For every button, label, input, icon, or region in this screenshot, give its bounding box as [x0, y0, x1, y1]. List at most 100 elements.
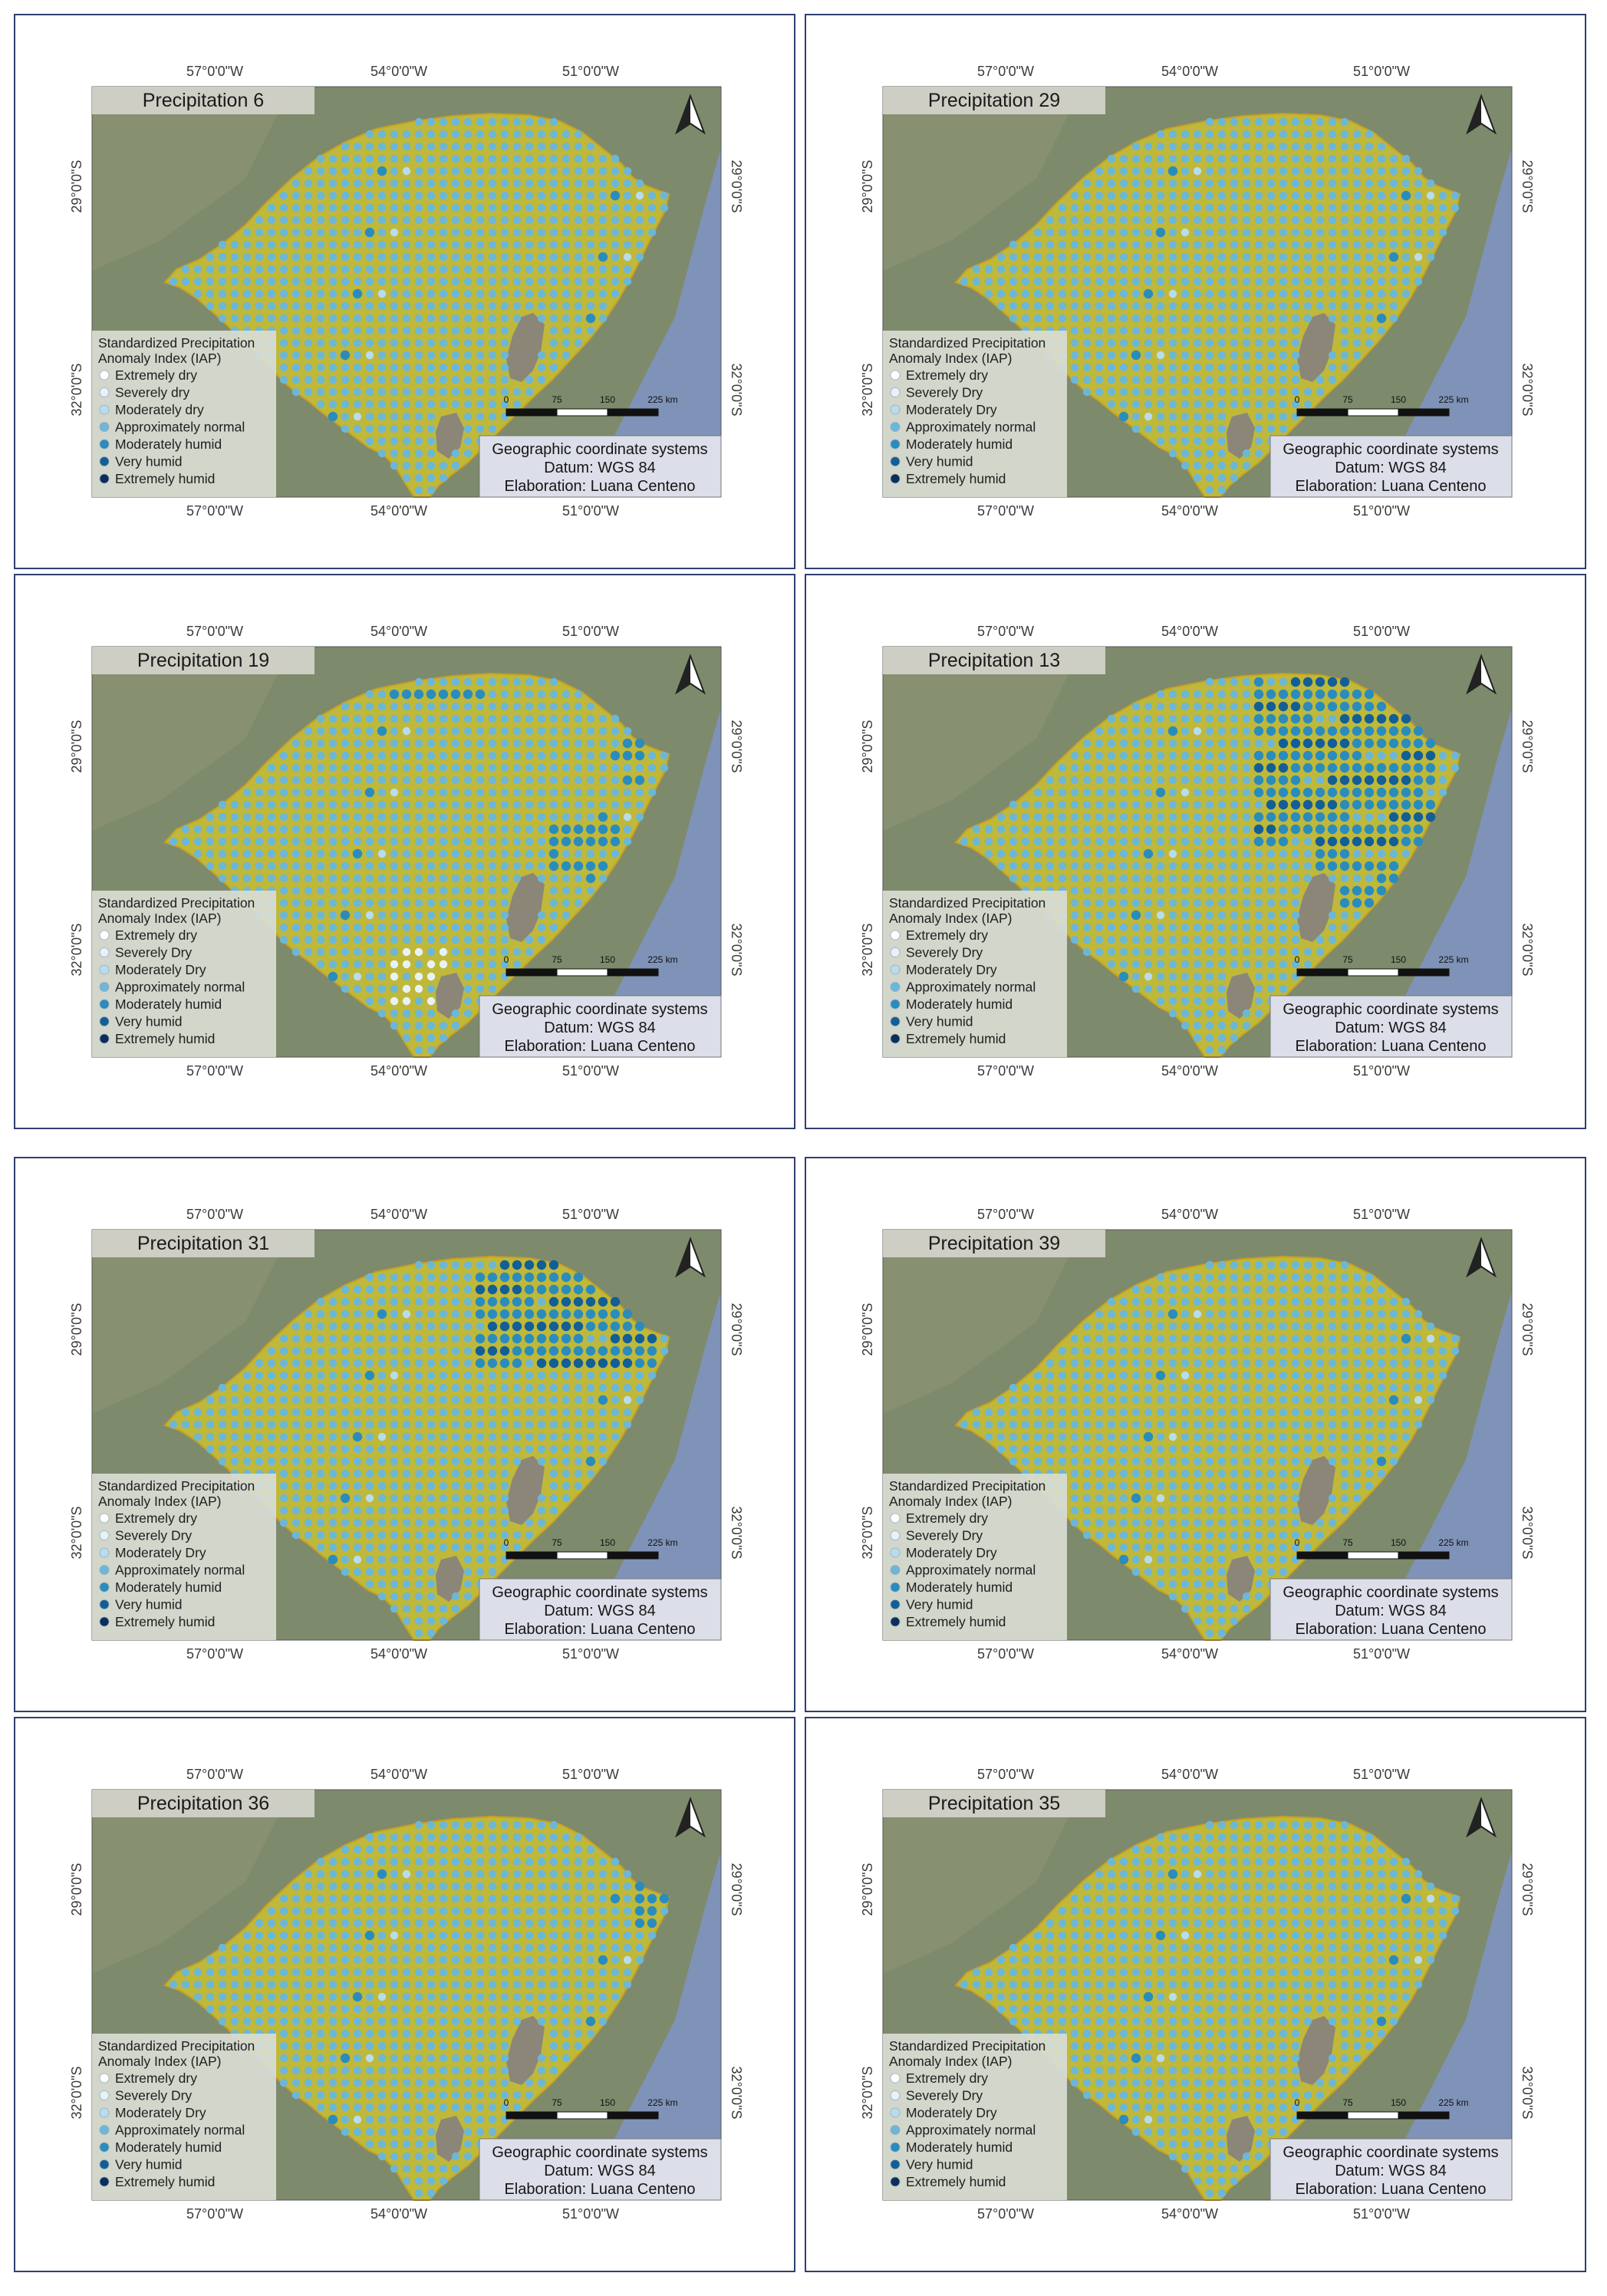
grid-point — [1217, 228, 1227, 237]
grid-point — [1181, 154, 1190, 163]
legend-swatch — [890, 999, 901, 1010]
longitude-label-bottom: 51°0'0"W — [562, 1063, 619, 1079]
grid-point — [1266, 1457, 1276, 1466]
grid-point — [328, 1309, 338, 1319]
grid-point — [476, 947, 485, 957]
iap-grid-points — [960, 1260, 1460, 1638]
grid-point — [1340, 351, 1349, 360]
grid-point — [611, 1857, 620, 1866]
grid-point — [1058, 874, 1067, 883]
grid-point — [1217, 935, 1227, 944]
grid-point — [341, 326, 350, 335]
grid-point — [1425, 750, 1436, 761]
grid-point — [414, 1273, 423, 1282]
grid-point — [1340, 1444, 1349, 1454]
grid-point — [1266, 984, 1276, 993]
grid-point — [586, 849, 595, 858]
grid-point — [1315, 848, 1325, 859]
grid-point — [1131, 726, 1141, 736]
grid-point — [586, 1906, 595, 1916]
grid-point — [1291, 1432, 1300, 1441]
terrain-shade — [883, 1230, 1082, 1414]
grid-point — [1328, 216, 1337, 225]
grid-point — [365, 812, 374, 822]
grid-point — [1119, 1481, 1128, 1491]
grid-point — [206, 1968, 215, 1977]
grid-point — [365, 289, 374, 298]
grid-point — [500, 849, 509, 858]
grid-point — [193, 277, 203, 286]
grid-point — [1058, 1359, 1067, 1368]
grid-point — [390, 874, 399, 883]
grid-point — [1242, 449, 1251, 458]
grid-point — [377, 726, 387, 736]
grid-point — [1291, 1383, 1300, 1392]
grid-point — [390, 1518, 399, 1527]
grid-point — [304, 1481, 313, 1491]
grid-point — [291, 338, 301, 348]
grid-point — [1315, 787, 1325, 798]
grid-point — [341, 984, 350, 993]
grid-point — [622, 1333, 633, 1344]
grid-point — [1144, 702, 1153, 711]
grid-point — [1217, 412, 1227, 421]
grid-point — [1217, 1359, 1227, 1368]
grid-point — [1364, 898, 1375, 908]
grid-point — [647, 1918, 657, 1929]
grid-point — [279, 849, 288, 858]
grid-point — [426, 252, 436, 262]
grid-point — [1168, 1285, 1177, 1294]
legend-swatch — [890, 422, 901, 432]
grid-point — [500, 1518, 509, 1527]
grid-point — [561, 751, 571, 760]
grid-point — [1217, 690, 1227, 699]
grid-point — [377, 412, 387, 421]
grid-point — [1119, 216, 1128, 225]
grid-point — [1279, 1297, 1288, 1306]
grid-point — [353, 1931, 362, 1940]
grid-point — [573, 1309, 584, 1319]
grid-point — [1426, 1334, 1435, 1343]
grid-point — [488, 898, 497, 908]
grid-point — [390, 363, 399, 372]
grid-point — [414, 677, 423, 687]
grid-point — [1365, 203, 1374, 212]
grid-point — [1095, 788, 1104, 797]
grid-point — [1266, 1285, 1276, 1294]
grid-point — [1095, 1334, 1104, 1343]
grid-point — [365, 265, 374, 274]
grid-point — [1021, 1444, 1030, 1454]
grid-point — [1230, 1432, 1239, 1441]
grid-point — [476, 763, 485, 772]
grid-point — [1242, 726, 1251, 736]
grid-point — [1119, 1408, 1128, 1417]
grid-point — [365, 277, 374, 286]
grid-point — [488, 1906, 497, 1916]
grid-point — [414, 1444, 423, 1454]
grid-point — [242, 1420, 252, 1429]
grid-point — [488, 776, 497, 785]
latitude-label-left: 29°0'0"S — [860, 160, 875, 212]
grid-point — [1205, 154, 1214, 163]
grid-point — [1230, 1469, 1239, 1478]
grid-point — [1352, 750, 1362, 761]
grid-point — [402, 461, 411, 470]
longitude-label-bottom: 54°0'0"W — [1161, 503, 1218, 519]
grid-point — [169, 1420, 178, 1429]
grid-point — [291, 363, 301, 372]
grid-point — [1426, 1383, 1435, 1392]
grid-point — [365, 972, 374, 981]
grid-point — [463, 1530, 473, 1540]
grid-point — [218, 1968, 227, 1977]
grid-point — [218, 1444, 227, 1454]
grid-point — [426, 228, 436, 237]
legend-swatch — [99, 964, 110, 975]
grid-point — [525, 1968, 534, 1977]
grid-point — [365, 1432, 374, 1441]
grid-point — [340, 350, 351, 361]
grid-point — [353, 1408, 362, 1417]
grid-point — [1253, 812, 1264, 822]
grid-point — [611, 800, 620, 809]
grid-point — [537, 142, 546, 151]
grid-point — [1119, 1506, 1128, 1515]
